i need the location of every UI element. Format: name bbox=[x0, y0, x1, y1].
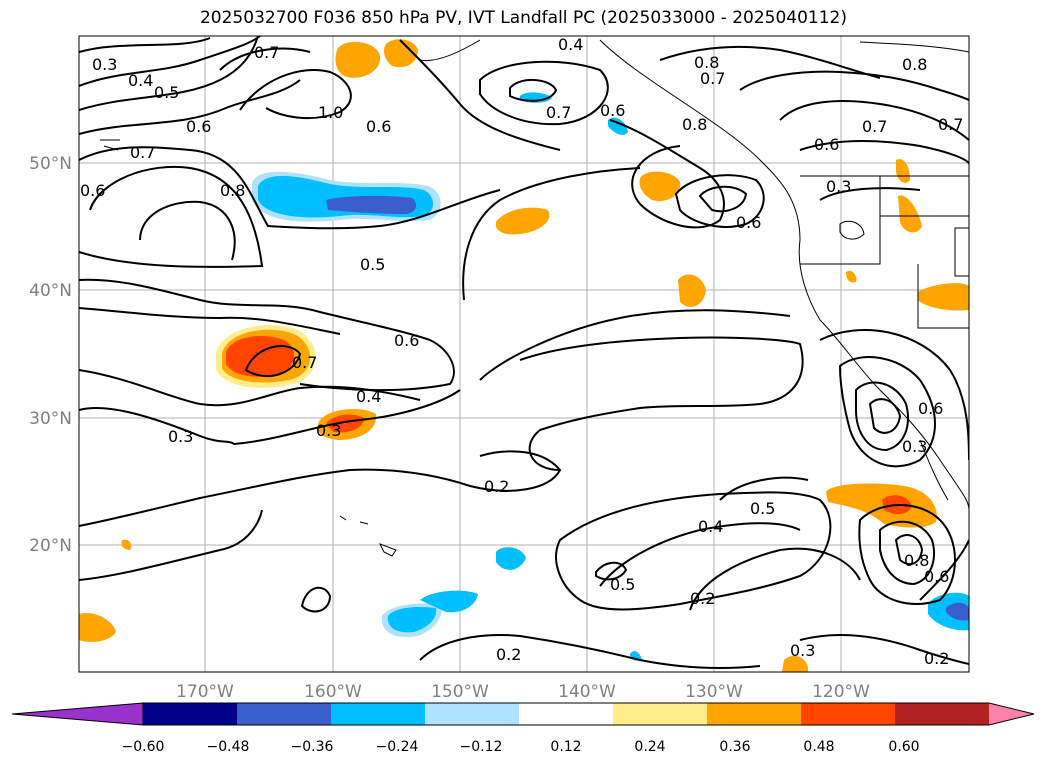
colorbar-segments bbox=[12, 703, 1034, 725]
colorbar-segment bbox=[613, 703, 708, 725]
contour-label: 1.0 bbox=[318, 103, 343, 122]
lat-label: 30°N bbox=[29, 409, 72, 429]
contour-label: 0.7 bbox=[292, 353, 317, 372]
colorbar-segment bbox=[237, 703, 332, 725]
lon-label: 160°W bbox=[304, 682, 362, 702]
map-title: 2025032700 F036 850 hPa PV, IVT Landfall… bbox=[199, 8, 847, 28]
contour-label: 0.5 bbox=[610, 575, 635, 594]
contour-label: 0.3 bbox=[902, 437, 927, 456]
coastlines bbox=[100, 39, 969, 557]
contour-label: 0.7 bbox=[938, 115, 963, 134]
contour-label: 0.6 bbox=[366, 117, 391, 136]
contour-label: 0.4 bbox=[128, 71, 153, 90]
latitude-labels: 50°N 40°N 30°N 20°N bbox=[29, 154, 72, 556]
colorbar-segment bbox=[425, 703, 520, 725]
lon-label: 140°W bbox=[558, 682, 616, 702]
contour-label: 0.8 bbox=[694, 53, 719, 72]
contour-label: 0.5 bbox=[750, 499, 775, 518]
contour-label: 0.3 bbox=[826, 177, 851, 196]
lon-label: 130°W bbox=[685, 682, 743, 702]
contour-label: 0.8 bbox=[904, 551, 929, 570]
contour-label: 0.6 bbox=[736, 213, 761, 232]
contour-label: 0.8 bbox=[902, 55, 927, 74]
contour-label: 0.6 bbox=[600, 101, 625, 120]
contour-label: 0.5 bbox=[360, 255, 385, 274]
contour-label: 0.8 bbox=[220, 181, 245, 200]
colorbar-ticks: −0.60 −0.48 −0.36 −0.24 −0.12 0.12 0.24 … bbox=[122, 739, 920, 755]
contour-label: 0.3 bbox=[316, 421, 341, 440]
colorbar-segment bbox=[331, 703, 426, 725]
contour-label: 0.6 bbox=[924, 567, 949, 586]
contour-label: 0.7 bbox=[546, 103, 571, 122]
colorbar: −0.60 −0.48 −0.36 −0.24 −0.12 0.12 0.24 … bbox=[11, 702, 1035, 755]
contour-label: 0.7 bbox=[700, 69, 725, 88]
lat-label: 50°N bbox=[29, 154, 72, 174]
colorbar-tick-label: −0.24 bbox=[376, 739, 419, 755]
map-area bbox=[79, 36, 969, 672]
contour-label: 0.2 bbox=[690, 589, 715, 608]
colorbar-segment bbox=[707, 703, 802, 725]
colorbar-tick-label: 0.24 bbox=[634, 739, 665, 755]
contour-label: 0.6 bbox=[394, 331, 419, 350]
contour-label: 0.7 bbox=[130, 143, 155, 162]
contour-label: 0.2 bbox=[496, 645, 521, 664]
contour-label: 0.3 bbox=[168, 427, 193, 446]
lat-label: 20°N bbox=[29, 536, 72, 556]
colorbar-tick-label: −0.36 bbox=[291, 739, 334, 755]
colorbar-tick-label: 0.36 bbox=[719, 739, 750, 755]
contour-label: 0.7 bbox=[254, 43, 279, 62]
colorbar-outline bbox=[11, 702, 1035, 726]
contour-labels: 0.3 0.4 0.5 0.6 0.7 0.8 1.0 0.6 0.7 0.6 … bbox=[80, 35, 963, 668]
colorbar-tick-label: 0.60 bbox=[888, 739, 919, 755]
colorbar-extend-low bbox=[12, 703, 143, 725]
lon-label: 150°W bbox=[431, 682, 489, 702]
contour-label: 0.7 bbox=[862, 117, 887, 136]
contour-label: 0.4 bbox=[558, 35, 583, 54]
colorbar-tick-label: 0.12 bbox=[550, 739, 581, 755]
lon-label: 120°W bbox=[812, 682, 870, 702]
colorbar-segment bbox=[801, 703, 896, 725]
colorbar-tick-label: −0.60 bbox=[122, 739, 165, 755]
contour-label: 0.6 bbox=[918, 399, 943, 418]
pv-contours bbox=[79, 36, 969, 669]
colorbar-segment bbox=[895, 703, 990, 725]
longitude-labels: 170°W 160°W 150°W 140°W 130°W 120°W bbox=[176, 682, 870, 702]
colorbar-tick-label: −0.48 bbox=[207, 739, 250, 755]
colorbar-extend-high bbox=[989, 703, 1034, 725]
colorbar-segment bbox=[143, 703, 238, 725]
gridlines bbox=[79, 36, 969, 672]
contour-label: 0.4 bbox=[698, 517, 723, 536]
contour-label: 0.2 bbox=[484, 477, 509, 496]
contour-label: 0.6 bbox=[80, 181, 105, 200]
contour-label: 0.6 bbox=[186, 117, 211, 136]
contour-label: 0.3 bbox=[790, 641, 815, 660]
contour-label: 0.8 bbox=[682, 115, 707, 134]
contour-label: 0.2 bbox=[924, 649, 949, 668]
colorbar-tick-label: −0.12 bbox=[460, 739, 503, 755]
contour-label: 0.6 bbox=[814, 135, 839, 154]
lon-label: 170°W bbox=[176, 682, 234, 702]
map-frame bbox=[78, 35, 970, 673]
colorbar-tick-label: 0.48 bbox=[803, 739, 834, 755]
contour-label: 0.4 bbox=[356, 387, 381, 406]
colorbar-segment bbox=[519, 703, 614, 725]
contour-label: 0.3 bbox=[92, 55, 117, 74]
shaded-anomalies bbox=[79, 39, 969, 672]
contour-label: 0.5 bbox=[154, 83, 179, 102]
lat-label: 40°N bbox=[29, 281, 72, 301]
